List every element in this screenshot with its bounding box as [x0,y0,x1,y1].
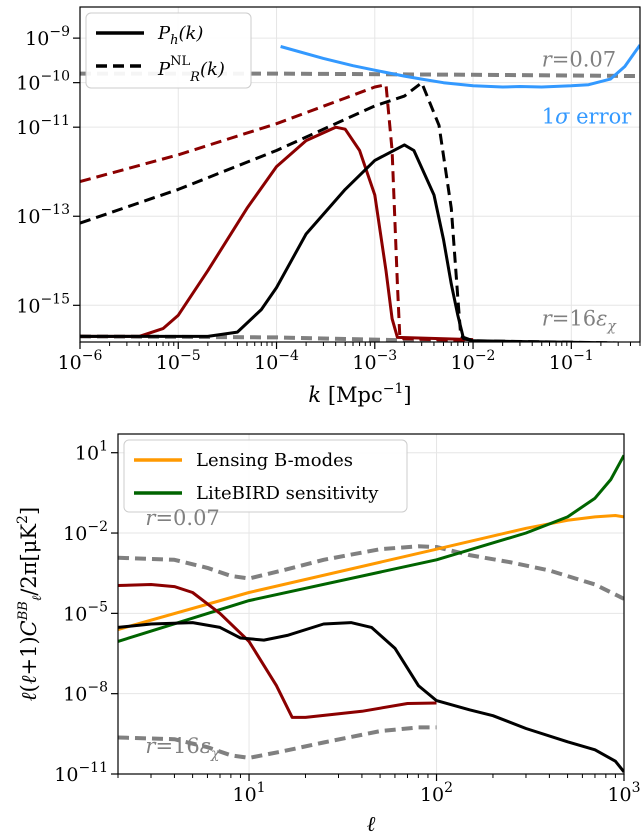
y-tick-label: 10−9 [25,24,70,50]
legend-label: PNLR(k) [157,54,225,85]
x-tick-label: 10−1 [549,348,594,374]
annotation-label: r=16εχ [542,307,618,335]
y-tick-label: 10−2 [63,519,108,545]
series-line-r=16eps [80,334,640,342]
legend-box [123,439,408,513]
x-tick-label: 10−3 [352,348,397,374]
x-tick-label: 10−5 [156,348,201,374]
y-tick-label: 10−8 [63,680,108,706]
y-tick-label: 101 [75,439,108,465]
series-line-black_solid [80,143,640,342]
annotation-label: r=0.07 [145,506,219,530]
x-tick-label: 10−4 [254,348,299,374]
y-tick-label: 10−15 [16,291,70,317]
x-tick-label: 10−2 [451,348,496,374]
series-line-r=16eps [118,725,437,760]
y-tick-label: 10−10 [16,69,70,95]
legend: Ph(k) PNLR(k) [85,12,252,89]
x-axis-label: ℓ [367,812,376,833]
x-tick-label: 102 [420,780,453,806]
y-tick-label: 10−11 [16,113,70,139]
y-tick-label: 10−13 [16,202,70,228]
y-axis-label-group: ℓ(ℓ+1)CBBℓ/2π[μK2] [15,507,45,701]
annotation-label: 1σ error [542,105,633,129]
y-axis-label: ℓ(ℓ+1)CBBℓ/2π[μK2] [15,507,45,701]
legend-label: Ph(k) [157,23,203,48]
x-tick-label: 10−6 [58,348,103,374]
chart-panel-2: 101 102 103 101 10−2 10−5 10−8 10−11 ℓ ℓ(ℓ+1)CBBℓ… [15,433,641,833]
series-line-r=0.07 [118,544,624,601]
series-group [118,454,624,773]
annotation-label: r=16εχ [145,734,221,762]
x-axis-label: k [Mpc−1] [308,381,411,407]
series-line-black_solid [118,621,624,773]
plot-frame [117,433,625,775]
y-tick-label: 10−5 [63,599,108,625]
legend-label: Lensing B-modes [196,450,353,471]
chart-panel-1: 10−6 10−5 10−4 10−3 10−2 10−1 10−9 10−10 10−11 10… [16,6,641,407]
annotation-label: r=0.07 [542,48,616,72]
series-group [80,44,640,342]
y-tick-label: 10−11 [54,760,108,786]
series-line-red_solid [118,583,437,719]
series-line-r=0.07 [80,71,640,79]
series-line-red_dashed [80,83,474,342]
legend-label: LiteBIRD sensitivity [196,483,379,504]
x-tick-label: 103 [607,780,640,806]
x-tick-label: 101 [232,780,265,806]
series-line-litebird [118,454,624,643]
series-line-red_solid [80,125,474,342]
legend: Lensing B-modes LiteBIRD sensitivity [123,439,408,513]
series-line-1sigma [280,44,640,89]
